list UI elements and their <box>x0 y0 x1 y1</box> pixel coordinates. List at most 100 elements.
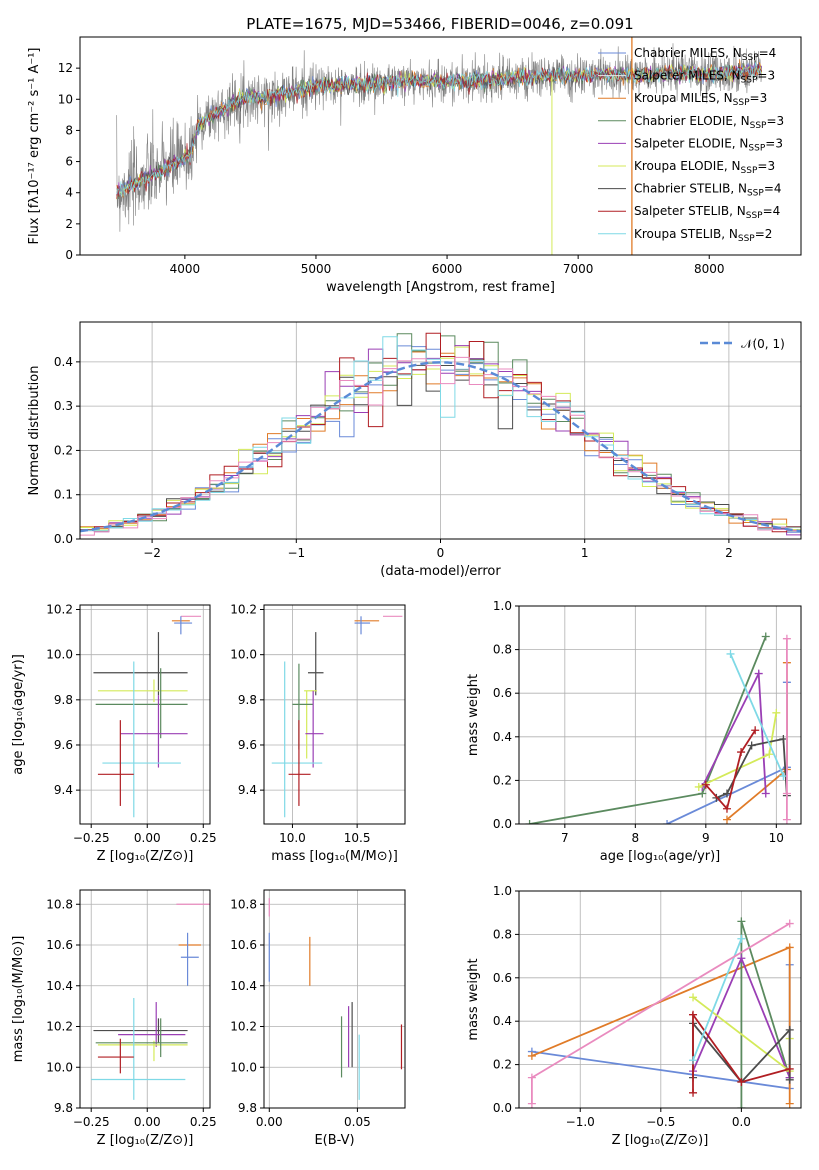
x-axis-label: Z [log₁₀(Z/Z⊙)] <box>97 1133 194 1148</box>
x-tick-label: −1.0 <box>566 1115 595 1129</box>
weight-marker <box>751 726 760 735</box>
weight-marker <box>785 919 794 928</box>
y-tick-label: 10 <box>58 92 73 106</box>
x-tick-label: 10 <box>769 831 784 845</box>
y-tick-label: 9.4 <box>238 783 257 797</box>
y-tick-label: 0.8 <box>493 927 512 941</box>
weight-line <box>701 670 767 794</box>
x-axis-label: (data-model)/error <box>380 564 501 579</box>
legend-label: Kroupa STELIB, NSSP=2 <box>634 227 772 244</box>
y-tick-label: 10.8 <box>46 897 73 911</box>
legend-tail: =4 <box>763 204 781 218</box>
y-tick-label: 0.6 <box>493 686 512 700</box>
grid <box>264 890 405 1109</box>
weight-marker <box>761 632 770 641</box>
legend-subscript: SSP <box>748 143 765 153</box>
x-tick-label: 8000 <box>694 262 725 276</box>
legend-label: Chabrier STELIB, NSSP=4 <box>634 182 782 199</box>
spectrum-lines <box>116 37 763 255</box>
point-kroupa-stelib <box>102 661 181 818</box>
y-tick-label: 0.4 <box>493 730 512 744</box>
weight-marker <box>785 1025 794 1034</box>
legend-tail: =3 <box>750 91 768 105</box>
legend-subscript: SSP <box>750 121 767 131</box>
y-tick-label: 12 <box>58 61 73 75</box>
y-tick-label: 9.4 <box>54 783 73 797</box>
legend-tail: =3 <box>766 114 784 128</box>
series-salpeter-stelib <box>701 726 760 813</box>
y-tick-label: 8 <box>65 123 73 137</box>
y-tick-label: 9.8 <box>238 693 257 707</box>
axes-frame <box>79 889 211 1109</box>
model-kroupa-stelib <box>116 62 762 197</box>
weight-line <box>729 653 785 777</box>
weight-line <box>692 1011 790 1093</box>
weight-marker <box>663 820 672 824</box>
y-tick-label: 6 <box>65 155 73 169</box>
x-tick-label: 7 <box>561 831 569 845</box>
legend-label: 𝒩(0, 1) <box>741 337 785 351</box>
weight-marker <box>782 634 791 643</box>
legend-tail: =3 <box>765 136 783 150</box>
x-axis-label: mass [log₁₀(M/M⊙)] <box>271 849 398 864</box>
y-tick-label: 9.8 <box>54 693 73 707</box>
point-salpeter-elodie <box>305 690 324 768</box>
y-tick-label: 10.4 <box>230 979 257 993</box>
x-tick-label: 1 <box>581 546 589 560</box>
point-chabrier-stelib <box>93 1018 188 1043</box>
weight-lines <box>525 632 791 824</box>
x-tick-label: 10.5 <box>344 831 371 845</box>
legend-subscript: SSP <box>741 166 758 176</box>
error-bars <box>91 903 210 1100</box>
weight-marker <box>737 1104 746 1108</box>
legend: 𝒩(0, 1) <box>700 337 785 351</box>
tick-labels: −2 −1 0 1 2 0.0 0.1 0.2 0.3 0.4 <box>54 355 733 560</box>
spectrum-panel: 4000 5000 6000 7000 8000 0 2 4 6 8 10 12 wavelength … <box>27 36 802 295</box>
weight-lines <box>527 917 794 1108</box>
grid <box>519 605 801 825</box>
weight-marker <box>722 804 731 813</box>
point-salpeter-stelib <box>288 720 311 806</box>
weight-marker <box>527 1051 536 1060</box>
x-tick-label: 0.25 <box>190 1115 217 1129</box>
mass-vs-ebv-panel: 0.00 0.05 9.8 10.0 10.2 10.4 10.6 10.8 E(B-V) <box>230 889 406 1148</box>
histograms <box>80 332 801 539</box>
x-tick-label: −0.5 <box>646 1115 675 1129</box>
x-tick-label: 0.00 <box>134 1115 161 1129</box>
tick-labels: 10.0 10.5 9.4 9.6 9.8 10.0 10.2 <box>230 603 370 845</box>
x-tick-label: 10.0 <box>279 831 306 845</box>
x-tick-label: 5000 <box>301 262 332 276</box>
legend-label: Kroupa MILES, NSSP=3 <box>634 91 767 108</box>
axes-frame <box>79 36 802 256</box>
residuals-panel: −2 −1 0 1 2 0.0 0.1 0.2 0.3 0.4 (data-model)/error… <box>27 321 802 579</box>
mass-vs-metallicity-panel: −0.25 0.00 0.25 9.8 10.0 10.2 10.4 10.6 10.8 Z [l… <box>11 889 217 1148</box>
weight-marker <box>765 750 774 759</box>
y-tick-label: 0.2 <box>54 443 73 457</box>
y-tick-label: 10.0 <box>46 1060 73 1074</box>
error-bars <box>93 615 202 818</box>
weight-marker <box>772 708 781 717</box>
y-tick-label: 10.4 <box>46 979 73 993</box>
mass-weight-vs-age-panel: 7 8 9 10 0.0 0.2 0.4 0.6 0.8 1.0 age [log₁₀(age/yr… <box>466 599 802 864</box>
axes-frame <box>79 321 802 540</box>
legend-label: Salpeter ELODIE, NSSP=3 <box>634 136 783 153</box>
point-kroupa-elodie <box>97 679 188 703</box>
model-salpeter-stelib <box>116 64 763 199</box>
x-axis-label: E(B-V) <box>314 1133 354 1148</box>
axes-frame <box>263 889 406 1109</box>
y-tick-label: 10.0 <box>46 648 73 662</box>
x-tick-label: 6000 <box>432 262 463 276</box>
y-tick-label: 9.8 <box>238 1101 257 1115</box>
point-chabrier-stelib <box>307 632 324 696</box>
observed-spectrum <box>116 43 762 232</box>
weight-marker <box>527 1099 536 1108</box>
series-kroupa-miles <box>722 658 791 824</box>
weight-marker <box>689 1056 698 1065</box>
point-kroupa-elodie <box>97 1040 188 1062</box>
point-kroupa-stelib <box>91 997 186 1100</box>
point-salpeter-elodie <box>120 695 188 768</box>
histogram-kroupa-stelib <box>80 336 801 539</box>
legend-subscript: SSP <box>746 211 763 221</box>
y-tick-label: 10.6 <box>230 938 257 952</box>
